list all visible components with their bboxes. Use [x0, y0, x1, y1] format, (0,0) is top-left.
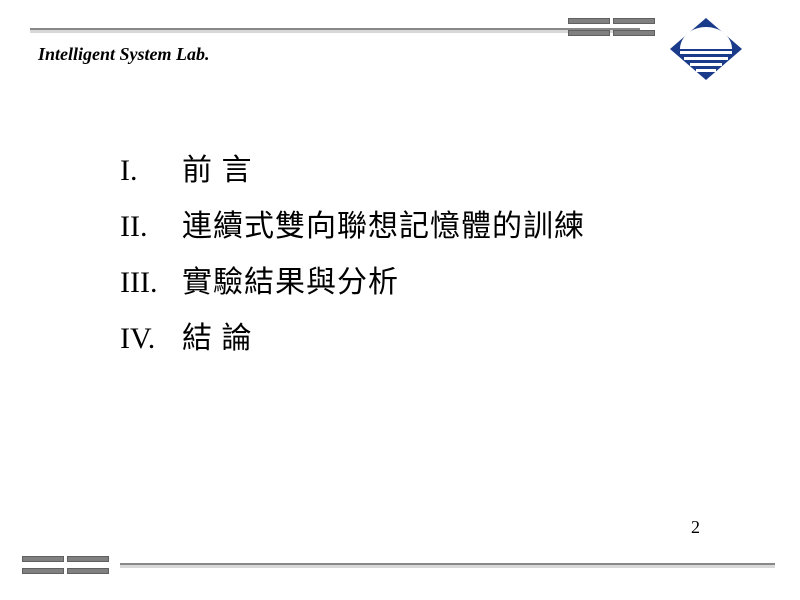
outline-roman: IV. — [120, 322, 182, 356]
decor-seg — [613, 18, 655, 24]
page-number: 2 — [691, 517, 700, 538]
outline-roman: I. — [120, 154, 182, 188]
top-decor-segments-row1 — [568, 18, 655, 24]
outline-item: II. 連續式雙向聯想記憶體的訓練 — [120, 201, 680, 245]
decor-seg — [568, 18, 610, 24]
decor-seg — [67, 556, 109, 562]
decor-seg — [67, 568, 109, 574]
bottom-divider-line — [120, 563, 775, 568]
outline-list: I. 前 言 II. 連續式雙向聯想記憶體的訓練 III. 實驗結果與分析 IV… — [120, 145, 680, 369]
outline-text: 實驗結果與分析 — [182, 257, 399, 301]
decor-seg — [568, 30, 610, 36]
outline-text: 連續式雙向聯想記憶體的訓練 — [182, 201, 585, 245]
outline-item: IV. 結 論 — [120, 313, 680, 357]
decor-seg — [22, 568, 64, 574]
bottom-decor-segments-row2 — [22, 568, 109, 574]
outline-roman: II. — [120, 210, 182, 244]
top-divider-line — [30, 28, 640, 33]
outline-item: III. 實驗結果與分析 — [120, 257, 680, 301]
lab-logo-icon — [670, 18, 742, 80]
decor-seg — [22, 556, 64, 562]
bottom-decor-segments-row1 — [22, 556, 109, 562]
outline-text: 前 言 — [182, 145, 253, 189]
outline-roman: III. — [120, 266, 182, 300]
lab-title: Intelligent System Lab. — [38, 44, 210, 65]
decor-seg — [613, 30, 655, 36]
outline-item: I. 前 言 — [120, 145, 680, 189]
top-decor-segments-row2 — [568, 30, 655, 36]
outline-text: 結 論 — [182, 313, 253, 357]
